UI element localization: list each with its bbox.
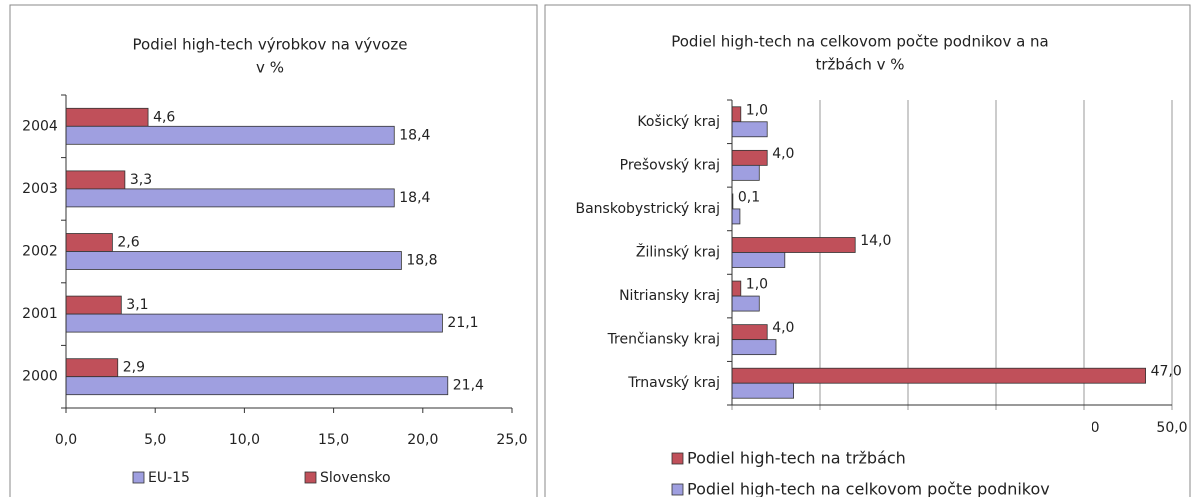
- chart-title: Podiel high-tech na celkovom počte podni…: [671, 33, 1049, 51]
- bar: [65, 107, 149, 127]
- legend-swatch: [671, 483, 684, 496]
- bar: [731, 149, 768, 166]
- bar: [731, 382, 794, 399]
- bar: [731, 106, 742, 123]
- bar: [65, 125, 395, 145]
- data-label: 2,6: [117, 235, 139, 251]
- bar: [731, 339, 777, 356]
- data-label: 0,1: [738, 189, 760, 205]
- legend-box: [655, 412, 1092, 497]
- legend-label: EU-15: [148, 470, 190, 486]
- legend-swatch: [304, 471, 317, 484]
- bar: [65, 313, 443, 333]
- chart-title: Podiel high-tech výrobkov na vývoze: [133, 36, 408, 54]
- bar: [65, 295, 122, 315]
- data-label: 1,0: [746, 277, 768, 293]
- data-label: 3,3: [130, 172, 152, 188]
- y-tick-label: 2003: [22, 181, 58, 197]
- x-tick-label: 0,0: [55, 432, 77, 448]
- legend-label: Podiel high-tech na celkovom počte podni…: [687, 480, 1050, 497]
- y-tick-label: 2004: [22, 118, 58, 134]
- data-label: 21,1: [447, 315, 478, 331]
- data-label: 2,9: [123, 360, 145, 376]
- x-tick-label: 10,0: [229, 432, 260, 448]
- data-label: 4,0: [772, 320, 794, 336]
- bar: [731, 164, 760, 181]
- y-tick-label: Žilinský kraj: [636, 243, 720, 261]
- data-label: 4,0: [772, 146, 794, 162]
- bar: [65, 233, 113, 252]
- bar: [65, 188, 395, 208]
- bar: [731, 252, 786, 268]
- y-tick-label: 2000: [22, 369, 58, 385]
- y-tick-label: Banskobystrický kraj: [576, 201, 721, 217]
- x-tick-label: 5,0: [144, 432, 166, 448]
- legend-swatch: [671, 452, 684, 465]
- data-label: 1,0: [746, 102, 768, 118]
- y-tick-label: Trnavský kraj: [627, 375, 720, 391]
- data-label: 47,0: [1151, 364, 1182, 380]
- bar: [731, 280, 742, 297]
- legend-swatch: [132, 471, 145, 484]
- bar: [65, 376, 449, 396]
- bar: [731, 295, 760, 312]
- bar: [731, 324, 768, 341]
- data-label: 4,6: [153, 109, 175, 125]
- bar: [65, 251, 402, 270]
- chart-title: v %: [256, 59, 284, 77]
- y-tick-label: Nitriansky kraj: [619, 288, 720, 304]
- x-tick-label: 50,0: [1156, 420, 1187, 436]
- bar: [731, 121, 768, 138]
- x-tick-label: 15,0: [318, 432, 349, 448]
- data-label: 21,4: [453, 378, 484, 394]
- legend-label: Podiel high-tech na tržbách: [687, 449, 906, 468]
- bar: [65, 358, 119, 378]
- legend-label: Slovensko: [320, 470, 391, 486]
- data-label: 18,8: [406, 253, 437, 269]
- x-tick-label: 20,0: [407, 432, 438, 448]
- bar: [65, 170, 126, 190]
- x-tick-label: 25,0: [496, 432, 527, 448]
- data-label: 14,0: [860, 233, 891, 249]
- y-tick-label: Košický kraj: [637, 114, 720, 130]
- y-tick-label: 2002: [22, 244, 58, 260]
- chart-title: tržbách v %: [815, 56, 904, 74]
- bar: [731, 237, 856, 253]
- y-tick-label: Trenčiansky kraj: [607, 332, 720, 348]
- y-tick-label: Prešovský kraj: [620, 157, 720, 173]
- bar: [731, 367, 1147, 384]
- y-tick-label: 2001: [22, 306, 58, 322]
- bar: [731, 208, 741, 225]
- data-label: 18,4: [399, 190, 430, 206]
- data-label: 3,1: [126, 297, 148, 313]
- data-label: 18,4: [399, 127, 430, 143]
